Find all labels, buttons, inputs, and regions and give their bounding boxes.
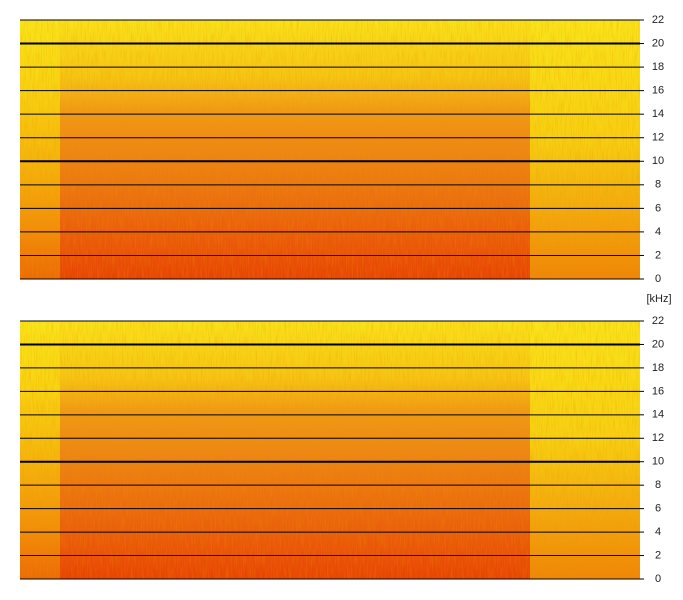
y-tick-label: 0 xyxy=(655,573,661,585)
y-tick-label: 16 xyxy=(652,85,664,97)
y-tick-label: 14 xyxy=(652,409,664,421)
y-tick-label: 18 xyxy=(652,362,664,374)
y-tick-label: 14 xyxy=(652,108,664,120)
spectrogram-texture xyxy=(20,20,640,279)
y-tick-label: 12 xyxy=(652,432,664,444)
y-tick-label: 6 xyxy=(655,202,661,214)
spectrogram-texture xyxy=(20,321,640,579)
y-tick-label: 8 xyxy=(655,179,661,191)
y-tick-label: 2 xyxy=(655,249,661,261)
y-tick-label: 12 xyxy=(652,132,664,144)
y-tick-label: 22 xyxy=(652,315,664,327)
y-tick-label: 8 xyxy=(655,479,661,491)
y-tick-label: 4 xyxy=(655,226,661,238)
y-tick-label: 10 xyxy=(652,155,664,167)
y-tick-label: 18 xyxy=(652,61,664,73)
y-tick-label: 6 xyxy=(655,503,661,515)
y-tick-label: 4 xyxy=(655,526,661,538)
y-tick-label: 20 xyxy=(652,338,664,350)
y-tick-label: 22 xyxy=(652,14,664,26)
y-axis-label: [kHz] xyxy=(646,293,671,305)
y-tick-label: 10 xyxy=(652,456,664,468)
y-tick-label: 0 xyxy=(655,273,661,285)
y-tick-label: 20 xyxy=(652,37,664,49)
y-tick-label: 16 xyxy=(652,385,664,397)
y-tick-label: 2 xyxy=(655,549,661,561)
